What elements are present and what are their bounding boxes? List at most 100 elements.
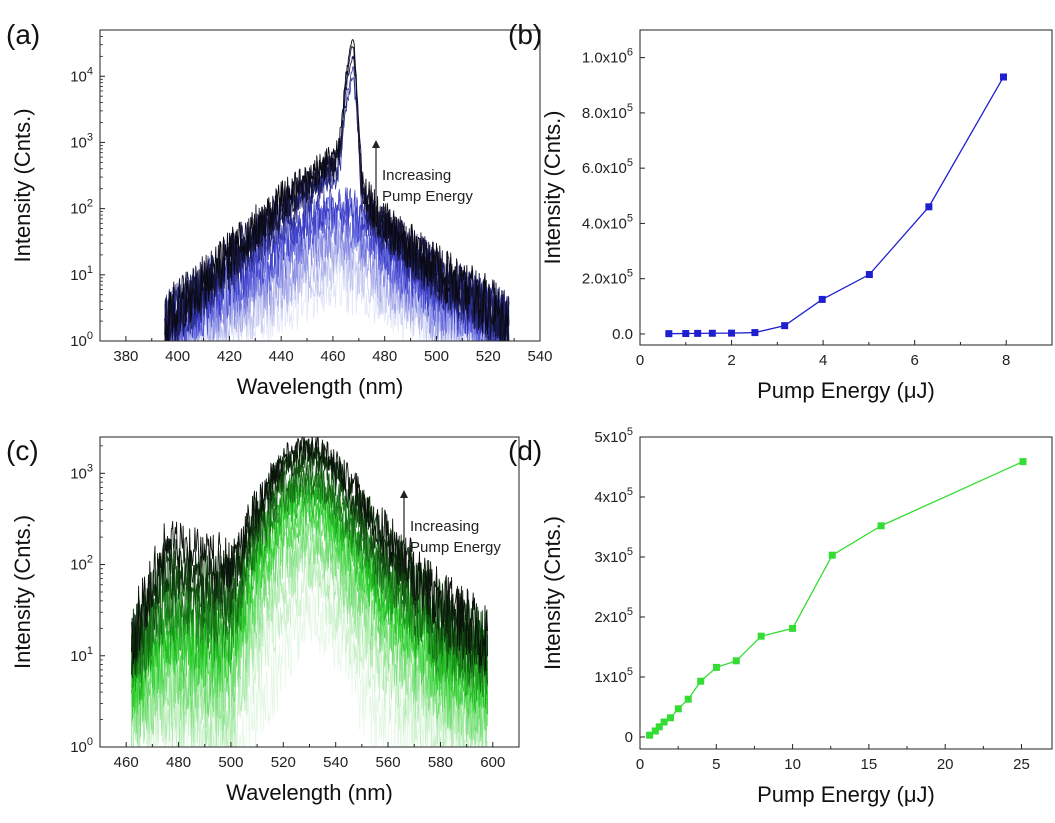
data-point [694,329,702,337]
x-tick-label: 8 [1002,352,1010,369]
panel-label: (c) [6,435,39,466]
annotation-text: Pump Energy [410,539,501,556]
data-point [865,271,873,279]
data-point [684,695,692,703]
panel-a-spectra: 380 400 420 440 460 480 500 520 540 100 101 102 103 1… [6,19,553,399]
x-tick-label: 4 [819,352,827,369]
y-tick-label: 101 [70,645,93,665]
x-tick-label: 540 [527,348,552,365]
data-point [732,657,740,665]
data-line [649,461,1024,736]
panel-label: (b) [508,19,542,50]
annotation-text: Pump Energy [382,188,473,205]
plot-area [130,437,489,747]
data-point [789,624,797,632]
y-tick-label: 4.0x105 [582,212,633,232]
x-tick-label: 500 [424,348,449,365]
panel-label: (d) [508,435,542,466]
data-point [828,551,836,559]
x-tick-label: 10 [784,756,801,773]
x-tick-label: 600 [480,754,505,771]
x-tick-label: 380 [113,348,138,365]
y-tick-label: 0.0 [612,326,633,343]
annotation-text: Increasing [382,167,451,184]
y-tick-label: 0 [625,729,633,746]
plot-frame [639,436,1053,750]
data-point [925,203,933,211]
x-tick-label: 480 [372,348,397,365]
plot-frame [99,29,541,342]
data-point [757,632,765,640]
x-tick-label: 420 [217,348,242,365]
y-axis-label: Intensity (Cnts.) [10,108,35,262]
data-point [877,522,885,530]
data-line [668,76,1005,335]
data-point [674,705,682,713]
data-point [665,330,673,338]
x-tick-label: 460 [320,348,345,365]
spectrum-series-14 [130,437,489,671]
spectrum-series-12 [164,39,509,341]
x-tick-label: 20 [937,756,954,773]
x-tick-label: 400 [165,348,190,365]
y-tick-label: 3x105 [594,546,633,566]
y-axis-label: Intensity (Cnts.) [540,110,565,264]
y-tick-label: 100 [70,736,93,756]
data-point [682,330,690,338]
x-tick-label: 0 [636,352,644,369]
y-tick-label: 104 [70,65,93,85]
x-tick-label: 560 [376,754,401,771]
data-point [818,295,826,303]
data-point [708,329,716,337]
plot-area [646,458,1027,739]
y-tick-label: 5x105 [594,426,633,446]
y-tick-label: 2x105 [594,606,633,626]
x-tick-label: 500 [218,754,243,771]
x-tick-label: 5 [712,756,720,773]
x-tick-label: 440 [269,348,294,365]
data-point [712,663,720,671]
x-tick-label: 15 [861,756,878,773]
data-point [697,677,705,685]
y-tick-label: 6.0x105 [582,157,633,177]
x-tick-label: 0 [636,756,644,773]
x-axis-label: Wavelength (nm) [237,374,404,399]
data-point [781,322,789,330]
y-axis-label: Intensity (Cnts.) [10,515,35,669]
spectrum-series-1 [165,587,488,747]
plot-area [665,73,1007,338]
y-tick-label: 102 [70,554,93,574]
x-tick-label: 2 [727,352,735,369]
panel-c-spectra: 460 480 500 520 540 560 580 600 100 101 102 103 Wave… [6,435,520,805]
data-point [655,723,663,731]
y-axis-label: Intensity (Cnts.) [540,516,565,670]
panel-label: (a) [6,19,40,50]
plot-frame [639,29,1053,346]
y-tick-label: 2.0x105 [582,268,633,288]
x-axis-label: Pump Energy (μJ) [757,378,935,403]
y-tick-label: 4x105 [594,486,633,506]
y-tick-label: 1.0x106 [582,47,633,67]
data-point [651,727,659,735]
x-axis-label: Wavelength (nm) [226,780,393,805]
annotation-text: Increasing [410,518,479,535]
y-tick-label: 100 [70,330,93,350]
x-tick-label: 540 [323,754,348,771]
plot-area [164,39,510,341]
x-tick-label: 520 [271,754,296,771]
x-tick-label: 520 [476,348,501,365]
x-tick-label: 25 [1013,756,1030,773]
y-tick-label: 1x105 [594,666,633,686]
annotation-arrow-head [372,140,380,148]
data-point [728,329,736,337]
data-point [646,731,654,739]
data-point [999,73,1007,81]
x-tick-label: 580 [428,754,453,771]
annotation-arrow-head [400,490,408,498]
data-point [1019,458,1027,466]
data-point [751,329,759,337]
y-tick-label: 101 [70,264,93,284]
data-point [667,714,675,722]
data-point [660,718,668,726]
